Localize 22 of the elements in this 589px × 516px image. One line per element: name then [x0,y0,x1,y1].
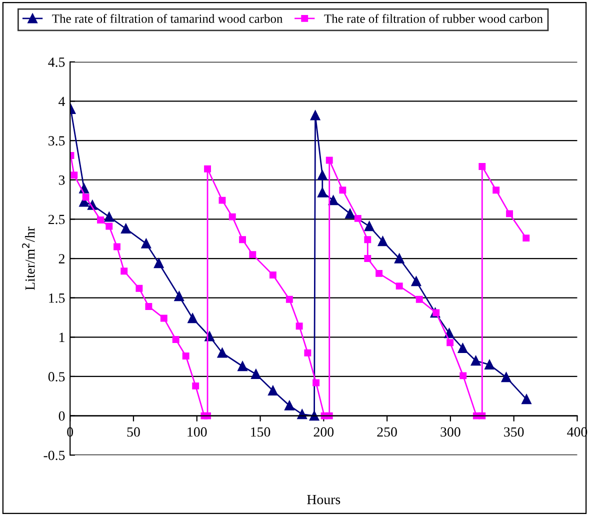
x-axis-title: Hours [307,494,340,504]
y-tick-label: 4.5 [48,58,65,67]
y-axis-title: Liter/m$^{2}$/hr [22,226,35,290]
y-tick-label: 0.5 [48,372,65,382]
y-tick-label: 3.5 [48,136,65,146]
x-tick-label: 150 [251,427,270,437]
legend-label: The rate of filtration of rubber wood carbon [324,14,543,23]
x-tick-label: 250 [377,427,397,437]
y-tick-label: 1 [60,332,64,342]
y-tick-label: 1.5 [49,293,65,303]
y-tick-label: 0 [58,411,65,421]
x-tick-label: 100 [188,427,207,437]
x-tick-label: 50 [127,427,140,437]
x-tick-label: 200 [314,427,334,437]
y-tick-label: -0.5 [44,450,65,460]
x-tick-label: 350 [504,427,524,437]
y-tick-label: 4 [58,96,66,106]
x-tick-label: 300 [440,427,460,437]
y-tick-label: 2.5 [48,214,65,224]
y-tick-label: 3 [58,176,65,185]
y-tick-label: 2 [58,254,64,264]
legend-label: The rate of filtration of tamarind wood carbon [52,14,283,23]
